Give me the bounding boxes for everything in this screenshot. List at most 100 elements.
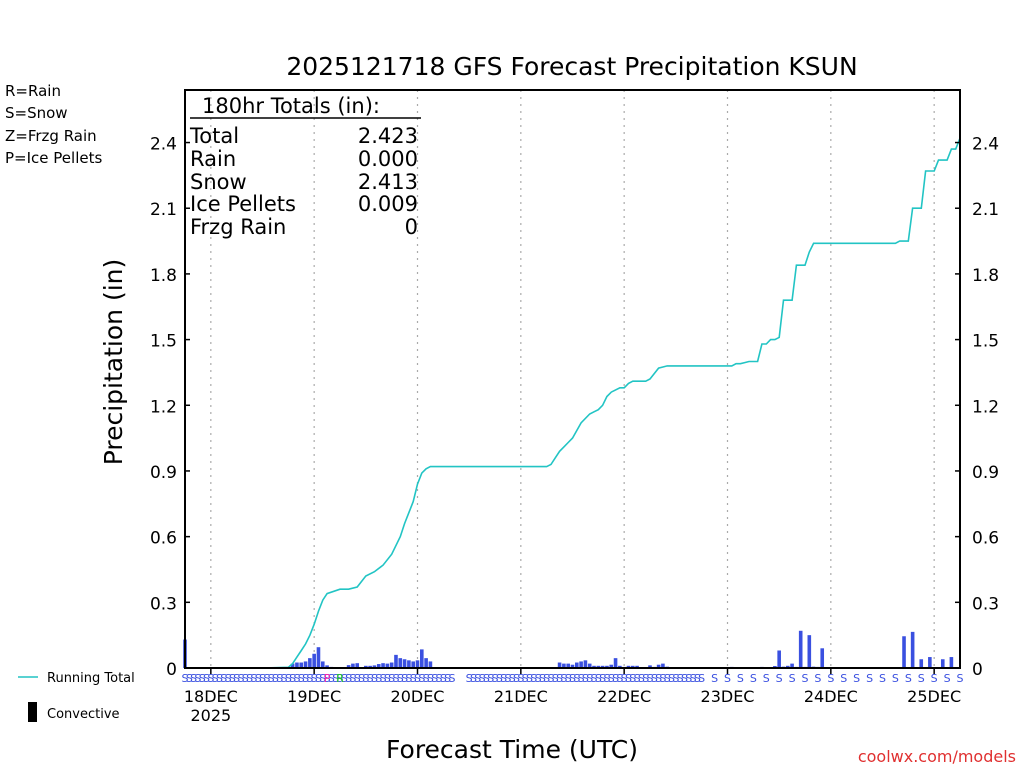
type-marker-S-162: S xyxy=(879,672,886,685)
bar-93 xyxy=(583,660,588,668)
bar-series xyxy=(183,630,958,668)
type-marker-S-76: S xyxy=(509,672,516,685)
type-marker-S-3: S xyxy=(194,672,201,685)
type-marker-S-119: S xyxy=(694,672,701,685)
type-marker-S-120: S xyxy=(698,672,705,685)
type-marker-S-0: S xyxy=(182,672,189,685)
bar-94 xyxy=(587,663,592,668)
x-axis-label: Forecast Time (UTC) xyxy=(386,735,638,764)
type-marker-S-73: S xyxy=(496,672,503,685)
bar-99 xyxy=(609,664,614,668)
bar-54 xyxy=(415,660,420,668)
type-marker-S-23: S xyxy=(281,672,288,685)
legend-running-total: Running Total xyxy=(47,671,135,686)
bar-28 xyxy=(303,661,308,668)
type-marker-S-88: S xyxy=(560,672,567,685)
bar-56 xyxy=(424,658,428,668)
type-marker-S-81: S xyxy=(530,672,537,685)
type-marker-S-59: S xyxy=(436,672,443,685)
bar-104 xyxy=(630,665,635,668)
totals-rain-label: Rain xyxy=(190,147,236,171)
type-marker-S-97: S xyxy=(599,672,606,685)
bar-88 xyxy=(562,663,566,668)
type-marker-S-19: S xyxy=(263,672,270,685)
bar-51 xyxy=(402,659,407,668)
type-marker-S-80: S xyxy=(526,672,533,685)
type-marker-S-107: S xyxy=(642,672,649,685)
type-marker-S-104: S xyxy=(629,672,636,685)
bar-49 xyxy=(394,654,398,668)
totals-snow-value: 2.413 xyxy=(358,170,418,194)
type-marker-S-62: S xyxy=(448,672,455,685)
y-tick-label-right-7: 2.1 xyxy=(972,200,999,220)
type-marker-S-51: S xyxy=(401,672,408,685)
type-marker-S-44: S xyxy=(371,672,378,685)
type-marker-S-27: S xyxy=(298,672,305,685)
type-marker-S-132: S xyxy=(750,672,757,685)
y-axis-left: 0 0.3 0.6 0.9 1.2 1.5 1.8 2.1 2.4 xyxy=(150,135,190,680)
type-marker-S-52: S xyxy=(405,672,412,685)
type-marker-S-106: S xyxy=(638,672,645,685)
bar-46 xyxy=(381,663,385,668)
type-marker-S-118: S xyxy=(690,672,697,685)
type-marker-S-8: S xyxy=(216,672,223,685)
type-marker-S-34: S xyxy=(328,672,335,685)
type-marker-S-69: S xyxy=(479,672,486,685)
x-tick-label-5: 23DEC xyxy=(701,687,755,706)
bar-26 xyxy=(295,662,299,668)
totals-box: 180hr Totals (in): Total 2.423 Rain 0.00… xyxy=(189,94,421,239)
type-marker-S-41: S xyxy=(358,672,365,685)
bar-48 xyxy=(389,662,394,668)
type-marker-S-11: S xyxy=(229,672,236,685)
y-tick-label-left-0: 0 xyxy=(166,660,177,680)
x-tick-label-1: 19DEC xyxy=(287,687,341,706)
type-marker-P-33: P xyxy=(324,672,331,685)
bar-40 xyxy=(355,663,360,668)
type-marker-S-26: S xyxy=(293,672,300,685)
y-tick-label-right-6: 1.8 xyxy=(972,266,999,286)
y-tick-label-right-2: 0.6 xyxy=(972,529,999,549)
y-tick-label-right-5: 1.5 xyxy=(972,332,999,352)
legend-convective-swatch xyxy=(28,702,37,722)
type-marker-S-38: S xyxy=(345,672,352,685)
type-marker-S-144: S xyxy=(802,672,809,685)
y-tick-label-left-4: 1.2 xyxy=(150,397,177,417)
legend-snow: S=Snow xyxy=(5,104,68,122)
type-marker-S-29: S xyxy=(306,672,313,685)
bar-103 xyxy=(626,665,631,668)
bar-31 xyxy=(316,647,321,668)
type-marker-S-74: S xyxy=(500,672,507,685)
y-tick-label-left-7: 2.1 xyxy=(150,200,177,220)
type-marker-S-82: S xyxy=(535,672,542,685)
type-marker-S-48: S xyxy=(388,672,395,685)
type-marker-S-86: S xyxy=(552,672,559,685)
type-marker-S-71: S xyxy=(487,672,494,685)
y-tick-label-right-4: 1.2 xyxy=(972,397,999,417)
bar-25 xyxy=(290,663,295,668)
type-marker-S-89: S xyxy=(565,672,572,685)
type-marker-S-24: S xyxy=(285,672,292,685)
bar-33 xyxy=(325,665,329,668)
type-marker-S-28: S xyxy=(302,672,309,685)
type-marker-S-115: S xyxy=(677,672,684,685)
type-marker-R-36: R xyxy=(336,672,344,685)
legend-ice-pellets: P=Ice Pellets xyxy=(5,149,102,167)
type-marker-S-91: S xyxy=(573,672,580,685)
bar-141 xyxy=(790,663,794,668)
bar-52 xyxy=(407,660,411,668)
y-axis-right: 0 0.3 0.6 0.9 1.2 1.5 1.8 2.1 2.4 xyxy=(955,135,999,680)
grid-lines xyxy=(210,90,935,668)
legend-rain: R=Rain xyxy=(5,82,61,100)
x-tick-label-3: 21DEC xyxy=(494,687,548,706)
bar-47 xyxy=(385,663,390,668)
legend-freezing-rain: Z=Frzg Rain xyxy=(5,127,97,145)
type-marker-S-1: S xyxy=(186,672,193,685)
plot-frame xyxy=(184,89,961,669)
type-marker-S-79: S xyxy=(522,672,529,685)
type-marker-S-31: S xyxy=(315,672,322,685)
type-marker-S-129: S xyxy=(737,672,744,685)
y-tick-label-right-1: 0.3 xyxy=(972,594,999,614)
type-marker-S-150: S xyxy=(827,672,834,685)
type-marker-S-66: S xyxy=(466,672,473,685)
